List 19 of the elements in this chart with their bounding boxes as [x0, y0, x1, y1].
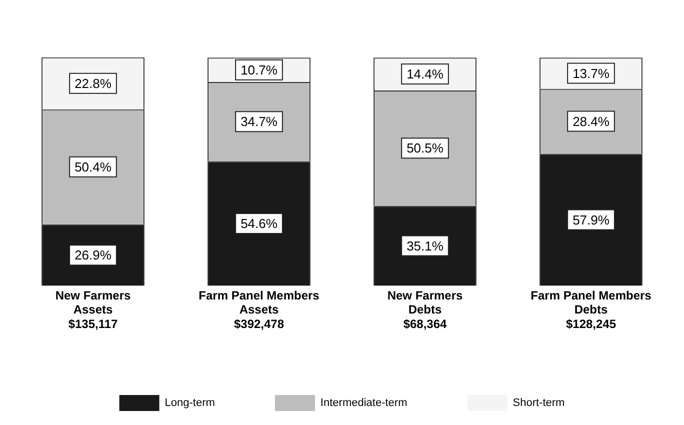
x-tick-label: Farm Panel Members Debts $128,245	[530, 288, 652, 332]
data-label: 50.4%	[74, 160, 112, 175]
x-tick-label: New Farmers Debts $68,364	[387, 288, 464, 332]
x-tick-label: New Farmers Assets $135,117	[55, 288, 132, 332]
data-label: 26.9%	[74, 248, 112, 263]
data-label: 22.8%	[74, 76, 112, 91]
data-label: 28.4%	[572, 114, 610, 129]
legend-label: Long-term	[164, 397, 215, 410]
data-label: 14.4%	[406, 66, 444, 82]
data-label: 50.5%	[406, 140, 444, 156]
data-label: 35.1%	[406, 238, 444, 254]
data-label: 54.6%	[240, 216, 278, 232]
data-label: 57.9%	[572, 212, 610, 228]
legend-label: Intermediate-term	[320, 397, 408, 410]
data-label: 34.7%	[240, 114, 278, 130]
x-tick-label: Farm Panel Members Assets $392,478	[198, 288, 320, 332]
legend-label: Short-term	[512, 397, 565, 410]
data-label: 13.7%	[572, 66, 610, 81]
data-label: 10.7%	[240, 62, 278, 78]
